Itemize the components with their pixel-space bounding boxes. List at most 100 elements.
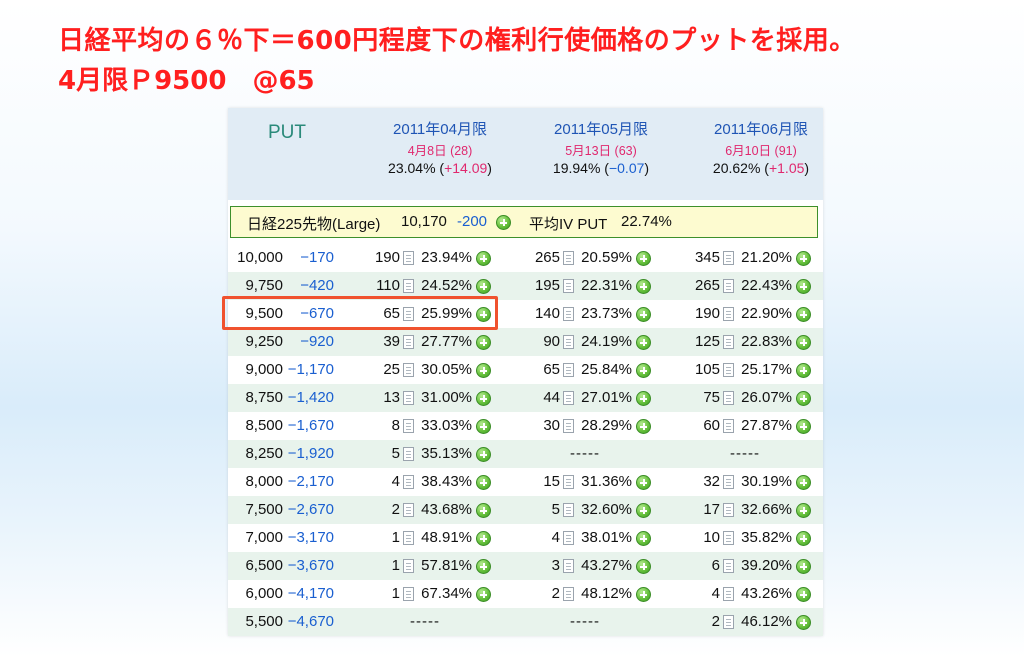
document-icon[interactable] bbox=[403, 419, 414, 433]
option-iv: 33.03% bbox=[421, 417, 472, 434]
document-icon[interactable] bbox=[403, 307, 414, 321]
plus-circle-icon[interactable] bbox=[476, 251, 491, 266]
plus-circle-icon[interactable] bbox=[796, 559, 811, 574]
option-iv: 43.26% bbox=[741, 585, 792, 602]
plus-circle-icon[interactable] bbox=[476, 587, 491, 602]
strike-price: 7,000 bbox=[245, 529, 283, 546]
plus-circle-icon[interactable] bbox=[476, 559, 491, 574]
plus-circle-icon[interactable] bbox=[796, 279, 811, 294]
plus-circle-icon[interactable] bbox=[636, 419, 651, 434]
month-name[interactable]: 2011年04月限 bbox=[393, 121, 487, 138]
plus-circle-icon[interactable] bbox=[476, 475, 491, 490]
plus-circle-icon[interactable] bbox=[636, 559, 651, 574]
document-icon[interactable] bbox=[403, 447, 414, 461]
plus-circle-icon[interactable] bbox=[476, 419, 491, 434]
option-price: 25 bbox=[383, 361, 400, 378]
document-icon[interactable] bbox=[723, 335, 734, 349]
plus-circle-icon[interactable] bbox=[636, 335, 651, 350]
document-icon[interactable] bbox=[563, 475, 574, 489]
month-date: 6月10日 (91) bbox=[725, 144, 797, 158]
option-price: 1 bbox=[391, 557, 400, 574]
document-icon[interactable] bbox=[563, 587, 574, 601]
plus-circle-icon[interactable] bbox=[636, 251, 651, 266]
document-icon[interactable] bbox=[723, 503, 734, 517]
document-icon[interactable] bbox=[563, 503, 574, 517]
plus-circle-icon[interactable] bbox=[796, 363, 811, 378]
table-row: 9,250 −920 39 27.77% 90 24.19% 125 22.83% bbox=[228, 328, 823, 356]
option-price: 5 bbox=[551, 501, 560, 518]
month-name[interactable]: 2011年05月限 bbox=[554, 121, 648, 138]
document-icon[interactable] bbox=[723, 279, 734, 293]
table-row: 10,000 −170 190 23.94% 265 20.59% 345 21.20% bbox=[228, 244, 823, 272]
document-icon[interactable] bbox=[563, 279, 574, 293]
plus-circle-icon[interactable] bbox=[796, 531, 811, 546]
document-icon[interactable] bbox=[723, 307, 734, 321]
plus-circle-icon[interactable] bbox=[796, 251, 811, 266]
strike-price: 5,500 bbox=[245, 613, 283, 630]
plus-circle-icon[interactable] bbox=[476, 503, 491, 518]
plus-circle-icon[interactable] bbox=[796, 615, 811, 630]
plus-circle-icon[interactable] bbox=[476, 335, 491, 350]
plus-circle-icon[interactable] bbox=[796, 475, 811, 490]
plus-circle-icon[interactable] bbox=[796, 307, 811, 322]
plus-circle-icon[interactable] bbox=[636, 503, 651, 518]
document-icon[interactable] bbox=[723, 615, 734, 629]
option-price: 190 bbox=[694, 305, 720, 322]
document-icon[interactable] bbox=[723, 475, 734, 489]
document-icon[interactable] bbox=[403, 503, 414, 517]
plus-circle-icon[interactable] bbox=[796, 391, 811, 406]
option-iv: 22.31% bbox=[581, 277, 632, 294]
plus-circle-icon[interactable] bbox=[796, 503, 811, 518]
month-column-2: 2011年06月限 6月10日 (91) 20.62% (+1.05) bbox=[681, 118, 841, 176]
document-icon[interactable] bbox=[563, 335, 574, 349]
document-icon[interactable] bbox=[563, 559, 574, 573]
avg-iv-value: 22.74% bbox=[621, 213, 672, 230]
document-icon[interactable] bbox=[723, 363, 734, 377]
document-icon[interactable] bbox=[403, 391, 414, 405]
document-icon[interactable] bbox=[723, 559, 734, 573]
plus-circle-icon[interactable] bbox=[636, 279, 651, 294]
document-icon[interactable] bbox=[403, 531, 414, 545]
document-icon[interactable] bbox=[403, 363, 414, 377]
plus-circle-icon[interactable] bbox=[476, 279, 491, 294]
month-name[interactable]: 2011年06月限 bbox=[714, 121, 808, 138]
strike-price: 8,750 bbox=[245, 389, 283, 406]
document-icon[interactable] bbox=[563, 391, 574, 405]
plus-circle-icon[interactable] bbox=[636, 475, 651, 490]
document-icon[interactable] bbox=[563, 307, 574, 321]
document-icon[interactable] bbox=[723, 419, 734, 433]
plus-circle-icon[interactable] bbox=[636, 391, 651, 406]
month-iv: 20.62% (+1.05) bbox=[712, 160, 810, 176]
document-icon[interactable] bbox=[403, 559, 414, 573]
plus-circle-icon[interactable] bbox=[636, 363, 651, 378]
document-icon[interactable] bbox=[563, 419, 574, 433]
document-icon[interactable] bbox=[403, 279, 414, 293]
document-icon[interactable] bbox=[723, 391, 734, 405]
document-icon[interactable] bbox=[723, 587, 734, 601]
plus-circle-icon[interactable] bbox=[796, 419, 811, 434]
document-icon[interactable] bbox=[563, 251, 574, 265]
plus-circle-icon[interactable] bbox=[796, 587, 811, 602]
plus-circle-icon[interactable] bbox=[636, 307, 651, 322]
plus-circle-icon[interactable] bbox=[476, 447, 491, 462]
plus-circle-icon[interactable] bbox=[496, 215, 511, 230]
document-icon[interactable] bbox=[563, 531, 574, 545]
plus-circle-icon[interactable] bbox=[476, 363, 491, 378]
plus-circle-icon[interactable] bbox=[476, 307, 491, 322]
document-icon[interactable] bbox=[723, 251, 734, 265]
document-icon[interactable] bbox=[403, 251, 414, 265]
option-price: 60 bbox=[703, 417, 720, 434]
document-icon[interactable] bbox=[403, 475, 414, 489]
document-icon[interactable] bbox=[403, 587, 414, 601]
plus-circle-icon[interactable] bbox=[636, 587, 651, 602]
option-iv: 20.59% bbox=[581, 249, 632, 266]
option-iv: 48.91% bbox=[421, 529, 472, 546]
document-icon[interactable] bbox=[563, 363, 574, 377]
document-icon[interactable] bbox=[403, 335, 414, 349]
document-icon[interactable] bbox=[723, 531, 734, 545]
option-iv: 39.20% bbox=[741, 557, 792, 574]
plus-circle-icon[interactable] bbox=[796, 335, 811, 350]
plus-circle-icon[interactable] bbox=[476, 531, 491, 546]
plus-circle-icon[interactable] bbox=[476, 391, 491, 406]
plus-circle-icon[interactable] bbox=[636, 531, 651, 546]
